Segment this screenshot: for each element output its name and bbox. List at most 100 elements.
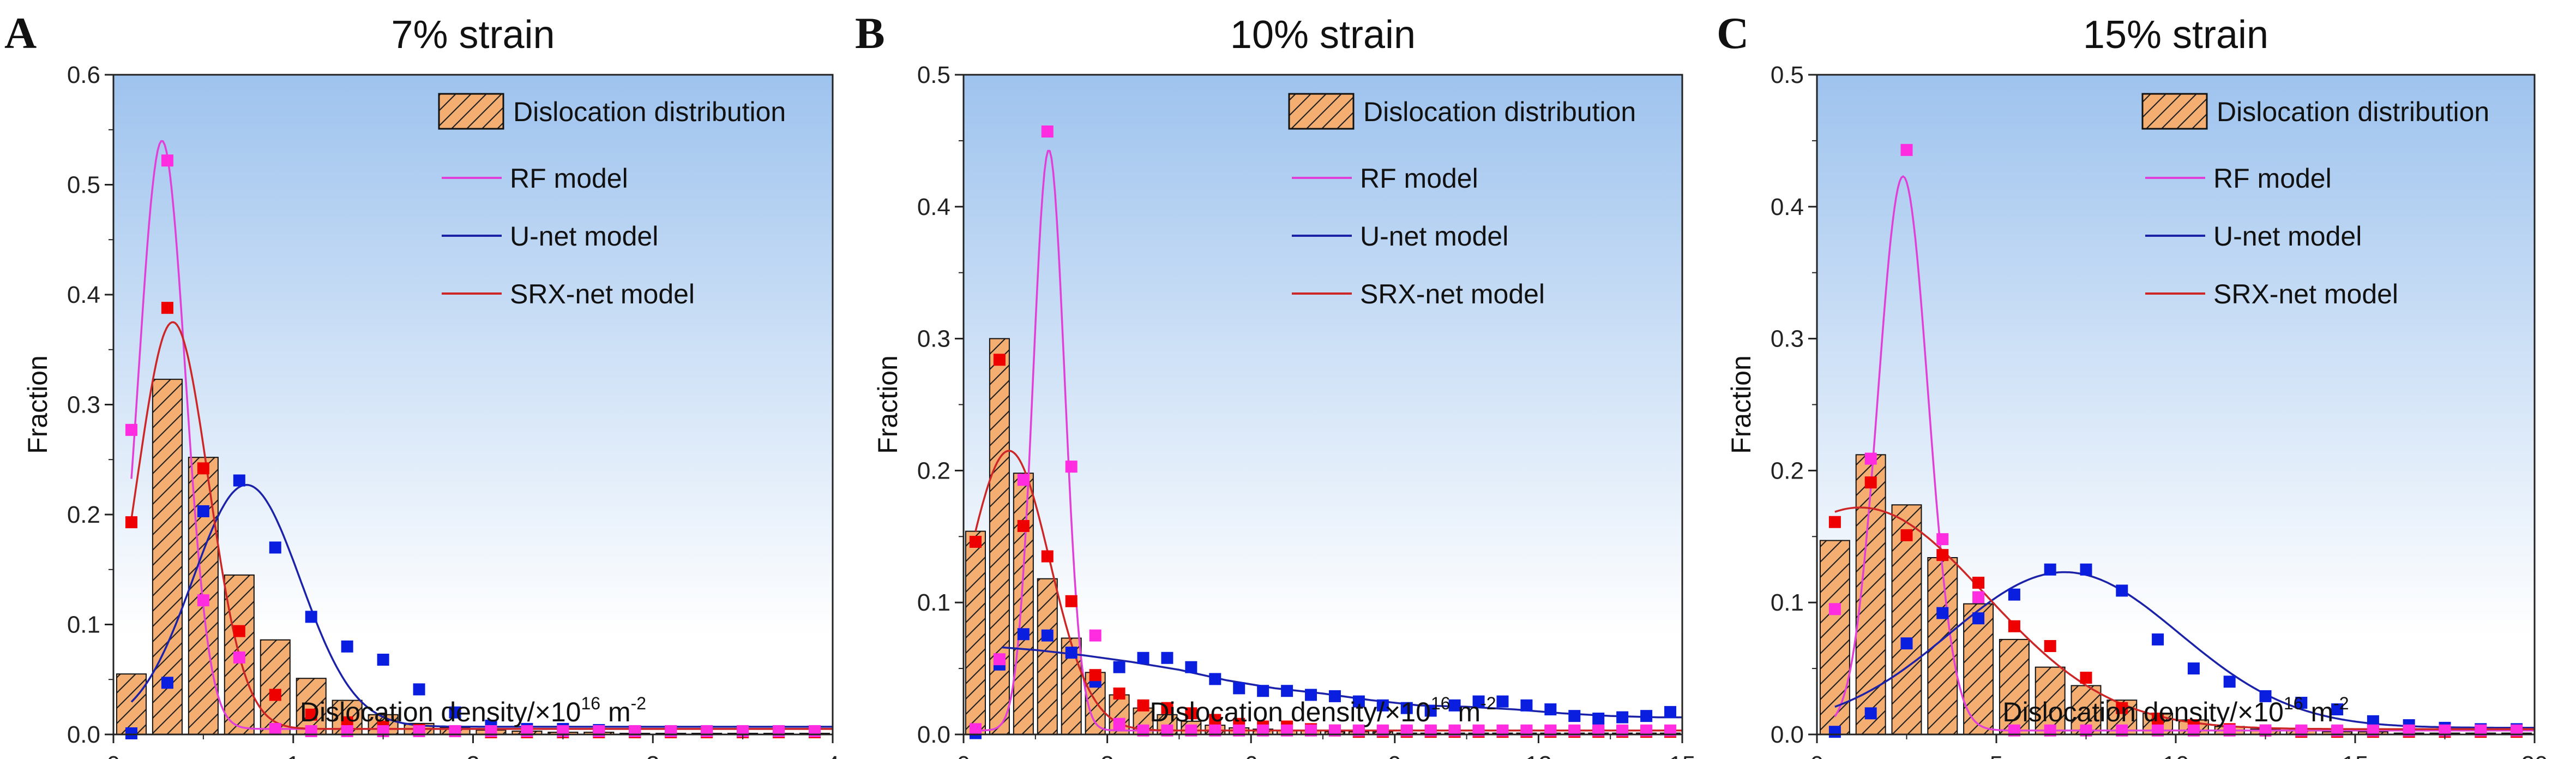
data-point: [1281, 685, 1293, 697]
data-point: [1352, 724, 1365, 737]
data-point: [1137, 699, 1149, 712]
legend-label: Dislocation distribution: [513, 97, 786, 127]
data-point: [1137, 652, 1149, 664]
y-axis-label: Fraction: [872, 355, 903, 454]
data-point: [2295, 724, 2308, 737]
bar: [1891, 504, 1922, 735]
legend: Dislocation distribution RF model U-net mo…: [438, 93, 786, 309]
data-point: [2367, 724, 2379, 737]
data-point: [2080, 724, 2092, 737]
data-point: [1161, 702, 1173, 714]
y-tick-label: 0.0: [1771, 721, 1804, 748]
bar: [1819, 540, 1850, 736]
x-tick-label: 0: [1810, 751, 1823, 759]
legend-label: U-net model: [1360, 221, 1508, 252]
y-tick-label: 0.1: [917, 589, 950, 616]
legend-swatch-bars: [1288, 93, 1355, 130]
data-point: [2008, 620, 2020, 632]
data-point: [2116, 584, 2128, 597]
data-point: [1065, 595, 1078, 607]
x-axis-label-unit: m: [2303, 697, 2334, 727]
data-point: [1233, 682, 1245, 695]
x-axis-label-unit: m: [600, 697, 631, 727]
bar: [989, 338, 1010, 735]
data-point: [2223, 724, 2236, 737]
y-axis-label: Fraction: [1726, 355, 1756, 454]
data-point: [1936, 549, 1949, 561]
data-point: [1017, 628, 1030, 641]
data-point: [2475, 724, 2487, 737]
data-point: [1017, 474, 1030, 486]
plot-background: [964, 75, 1682, 734]
data-point: [197, 505, 209, 517]
data-point: [1328, 724, 1341, 737]
y-tick-label: 0.0: [67, 721, 100, 748]
data-point: [197, 462, 209, 475]
bar: [1109, 694, 1130, 735]
y-tick-label: 0.1: [1771, 589, 1804, 616]
data-point: [161, 677, 173, 689]
data-point: [1257, 724, 1269, 737]
bar: [1855, 454, 1886, 735]
data-point: [2080, 563, 2092, 576]
data-point: [2044, 640, 2056, 652]
data-point: [2439, 724, 2451, 737]
data-point: [1113, 661, 1126, 673]
chart-title: 10% strain: [1230, 13, 1416, 57]
data-point: [2223, 676, 2236, 688]
data-point: [125, 516, 137, 529]
plot-background: [1817, 75, 2535, 734]
bar: [296, 678, 327, 735]
x-axis-label-unit: m: [1450, 697, 1481, 727]
data-point: [1864, 707, 1877, 720]
y-tick-label: 0.3: [917, 326, 950, 352]
data-point: [1592, 724, 1605, 737]
x-axis-label-sup2: -2: [631, 694, 646, 713]
data-point: [1568, 710, 1581, 722]
y-tick-label: 0.2: [917, 457, 950, 484]
legend-label: SRX-net model: [1360, 279, 1545, 309]
x-axis-label-sup2: -2: [1480, 694, 1496, 713]
data-point: [1664, 706, 1677, 718]
legend-label: U-net model: [510, 221, 658, 252]
data-point: [1185, 661, 1197, 673]
data-point: [1448, 699, 1461, 712]
legend-label: Dislocation distribution: [2217, 97, 2489, 127]
legend-label: RF model: [1360, 163, 1478, 194]
data-point: [233, 651, 245, 664]
data-point: [1185, 724, 1197, 737]
x-tick-label: 15: [1669, 751, 1696, 759]
plot-background: [113, 75, 833, 734]
data-point: [773, 725, 785, 737]
data-point: [1496, 695, 1509, 708]
x-tick-label: 3: [1100, 751, 1114, 759]
y-tick-label: 0.3: [1771, 326, 1804, 352]
data-point: [1640, 724, 1653, 737]
data-point: [2331, 703, 2344, 716]
data-point: [2008, 588, 2020, 601]
bar: [152, 379, 183, 735]
y-tick-label: 0.5: [1771, 62, 1804, 88]
data-point: [2259, 724, 2272, 737]
y-axis: 0.0 0.1 0.2 0.3 0.4 0.5 0.6: [67, 62, 113, 748]
data-point: [1376, 724, 1389, 737]
x-axis-label-sup1: 16: [581, 694, 600, 713]
data-point: [233, 625, 245, 637]
data-point: [1424, 704, 1437, 717]
data-point: [1017, 519, 1030, 532]
data-point: [377, 653, 389, 666]
y-axis: 0.0 0.1 0.2 0.3 0.4 0.5: [1771, 62, 1817, 748]
data-point: [809, 725, 821, 737]
data-point: [1328, 690, 1341, 702]
x-axis-label-sup1: 16: [1431, 694, 1450, 713]
legend-label: Dislocation distribution: [1363, 97, 1636, 127]
legend-swatch-bars: [438, 93, 504, 130]
fit-curve-unet: [1834, 571, 2535, 729]
data-point: [233, 474, 245, 487]
chart-title: 15% strain: [2083, 13, 2268, 57]
data-point: [969, 723, 982, 736]
data-point: [1664, 724, 1677, 737]
data-point: [1041, 629, 1054, 642]
data-point: [2403, 724, 2415, 737]
legend: Dislocation distribution RF model U-net mo…: [1288, 93, 1636, 309]
